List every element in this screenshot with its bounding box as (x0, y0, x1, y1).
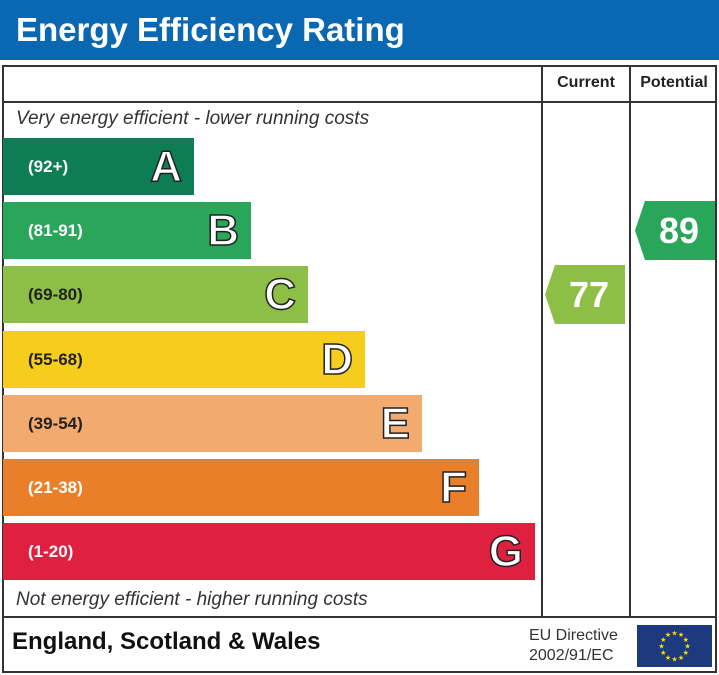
star-icon: ★ (678, 631, 684, 639)
eu-flag-icon: ★ ★★★★★★★★★★★ (637, 625, 712, 667)
star-icon: ★ (671, 630, 677, 638)
star-icon: ★ (684, 643, 690, 651)
region-label: England, Scotland & Wales (12, 628, 321, 655)
directive-line2: 2002/91/EC (529, 647, 614, 664)
band-e: (39-54) E (3, 395, 422, 452)
band-range: (81-91) (28, 221, 83, 240)
star-icon: ★ (683, 649, 689, 657)
band-range: (1-20) (28, 542, 74, 561)
band-d: (55-68) D (3, 331, 365, 388)
band-letter: D (320, 334, 353, 385)
star-icon: ★ (683, 636, 689, 644)
band-g: (1-20) G (3, 523, 535, 580)
band-range: (39-54) (28, 414, 83, 433)
divider (2, 101, 717, 103)
current-rating-arrow: 77 (545, 265, 625, 324)
band-c: (69-80) C (3, 266, 308, 323)
band-letter: B (206, 205, 239, 256)
top-note: Very energy efficient - lower running co… (16, 108, 370, 129)
star-icon: ★ (660, 649, 666, 657)
star-icon: ★ (665, 654, 671, 662)
divider (629, 65, 631, 618)
band-range: (69-80) (28, 285, 83, 304)
star-icon: ★ (660, 636, 666, 644)
band-letter: G (488, 526, 524, 577)
band-letter: A (149, 141, 182, 192)
band-letter: E (380, 398, 411, 449)
band-range: (21-38) (28, 478, 83, 497)
band-letter: C (263, 269, 296, 320)
title-bar: Energy Efficiency Rating (0, 0, 719, 60)
star-icon: ★ (671, 656, 677, 664)
band-range: (55-68) (28, 350, 83, 369)
star-icon: ★ (665, 631, 671, 639)
star-icon: ★ (678, 654, 684, 662)
divider (2, 616, 717, 618)
band-range: (92+) (28, 157, 69, 176)
band-b: (81-91) B (3, 202, 251, 259)
bottom-note: Not energy efficient - higher running co… (16, 589, 368, 610)
potential-header: Potential (640, 74, 708, 91)
band-f: (21-38) F (3, 459, 479, 516)
band-a: (92+) A (3, 138, 194, 195)
directive-line1: EU Directive (529, 627, 618, 644)
divider (541, 65, 543, 618)
potential-rating-arrow: 89 (635, 201, 715, 260)
band-letter: F (439, 462, 467, 513)
star-icon: ★ (658, 643, 664, 651)
current-header: Current (557, 74, 615, 91)
eu-directive: EU Directive 2002/91/EC (529, 626, 618, 666)
